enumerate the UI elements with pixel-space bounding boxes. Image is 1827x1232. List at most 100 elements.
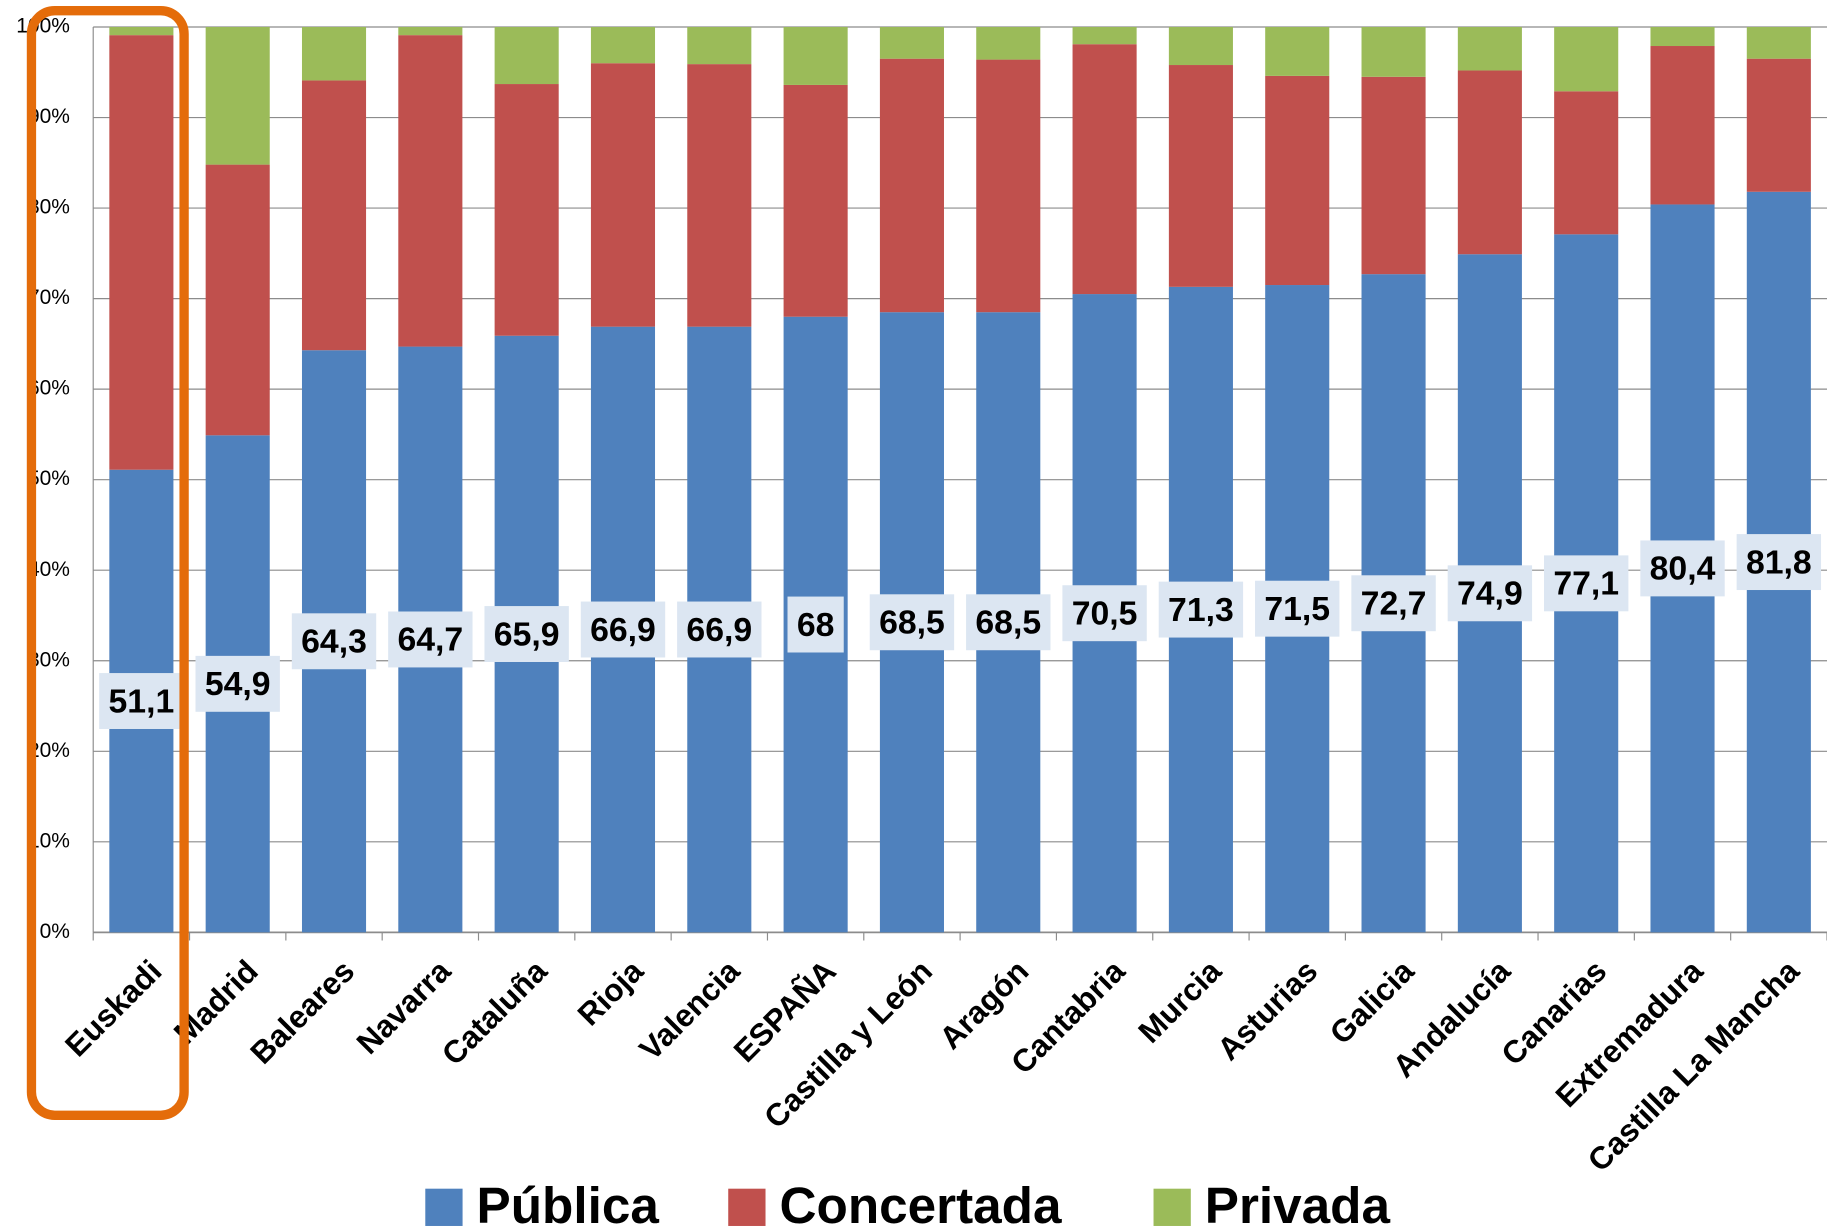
value-label-box <box>1255 580 1340 637</box>
bar-segment <box>301 27 367 81</box>
bar-segment <box>1650 27 1715 47</box>
bar-segment <box>1650 46 1715 205</box>
bar-segment <box>687 27 752 65</box>
y-tick-label: 0% <box>40 920 70 943</box>
value-label-box <box>580 601 666 658</box>
legend-label: Concertada <box>780 1177 1062 1232</box>
bar-segment <box>494 27 559 85</box>
highlight-box <box>26 6 189 1120</box>
legend-label: Privada <box>1205 1177 1391 1232</box>
bar-segment <box>109 27 174 36</box>
bar-segment <box>687 64 752 327</box>
y-tick-label: 80% <box>28 196 70 219</box>
value-label-box <box>1544 555 1629 612</box>
value-label-box <box>966 594 1051 651</box>
value-label: 71,3 <box>1168 591 1234 629</box>
y-tick-label: 50% <box>28 467 70 490</box>
value-label-box <box>869 594 955 651</box>
value-label: 51,1 <box>109 682 175 720</box>
bar-segment <box>1457 70 1522 255</box>
bar-segment <box>301 80 367 351</box>
value-label: 64,3 <box>301 623 367 661</box>
bar-segment <box>1554 91 1619 235</box>
value-label-box <box>1158 581 1244 638</box>
value-label: 70,5 <box>1072 594 1138 632</box>
bar-segment <box>1168 27 1233 66</box>
value-label-box <box>195 655 280 712</box>
y-tick-label: 30% <box>28 648 70 671</box>
value-label: 77,1 <box>1553 565 1619 603</box>
value-label-box <box>1351 575 1436 632</box>
legend-swatch <box>728 1188 766 1226</box>
value-label: 66,9 <box>686 611 752 649</box>
value-label: 54,9 <box>205 665 271 703</box>
legend-swatch <box>1153 1188 1191 1226</box>
value-label: 68,5 <box>879 604 945 642</box>
bar-segment <box>1361 27 1426 77</box>
bar-segment <box>879 58 944 313</box>
value-label: 81,8 <box>1746 543 1812 581</box>
bar-segment <box>109 35 174 470</box>
bar-segment <box>783 27 848 85</box>
value-label-box <box>1447 565 1533 622</box>
bar-segment <box>494 84 559 336</box>
value-label: 74,9 <box>1457 575 1523 613</box>
bar-segment <box>590 63 656 327</box>
x-tick-label: Valencia <box>633 953 747 1067</box>
value-label: 72,7 <box>1361 585 1427 623</box>
bar-segment <box>1168 65 1233 287</box>
y-tick-label: 60% <box>28 377 70 400</box>
value-label: 71,5 <box>1264 590 1330 628</box>
x-tick-label: Cataluña <box>435 953 554 1072</box>
value-label-box <box>677 601 762 658</box>
bar-segment <box>1265 75 1330 286</box>
bar-segment <box>205 164 270 436</box>
value-label-box <box>787 596 844 653</box>
value-label: 64,7 <box>397 621 463 659</box>
value-label-box <box>1640 540 1725 597</box>
bar-segment <box>1361 76 1426 275</box>
bar-segment <box>1072 44 1137 295</box>
value-label-box <box>1062 585 1147 642</box>
bar-segment <box>1457 27 1522 71</box>
grid: 0%10%20%30%40%50%60%70%80%90%100% <box>16 15 1827 943</box>
value-label: 65,9 <box>494 615 560 653</box>
legend-label: Pública <box>477 1177 660 1232</box>
value-label-box <box>99 673 184 729</box>
value-label: 80,4 <box>1650 550 1716 588</box>
bar-segment <box>590 27 656 64</box>
bar-segment <box>205 27 270 165</box>
x-tick-label: Galicia <box>1323 953 1421 1051</box>
y-tick-label: 70% <box>28 286 70 309</box>
value-label-box <box>484 606 569 662</box>
y-tick-label: 10% <box>28 829 70 852</box>
bar-segment <box>398 27 463 36</box>
x-tick-label: Murcia <box>1132 953 1229 1050</box>
x-tick-label: Euskadi <box>59 953 169 1063</box>
value-label-box <box>291 613 377 670</box>
bar-segment <box>879 27 944 59</box>
bar-segment <box>1554 27 1619 92</box>
bar-segment <box>976 27 1041 60</box>
value-label-box <box>1736 534 1822 591</box>
x-tick-label: Baleares <box>244 953 361 1070</box>
x-tick-label: Rioja <box>571 953 650 1032</box>
bar-segment <box>398 35 463 347</box>
y-tick-label: 20% <box>28 739 70 762</box>
y-tick-label: 90% <box>28 105 70 128</box>
bar-segment <box>1265 27 1330 76</box>
value-label: 68 <box>797 606 835 644</box>
bar-segment <box>1746 58 1811 192</box>
bar-segment <box>1072 27 1137 45</box>
value-label: 66,9 <box>590 611 656 649</box>
bar-segment <box>783 84 848 317</box>
x-tick-label: Castilla y León <box>757 953 939 1135</box>
value-label-box <box>388 611 473 668</box>
bar-segment <box>976 59 1041 313</box>
legend-swatch <box>425 1188 463 1226</box>
bar-segment <box>1746 27 1811 59</box>
x-tick-label: Asturias <box>1211 953 1325 1067</box>
y-tick-label: 40% <box>28 558 70 581</box>
